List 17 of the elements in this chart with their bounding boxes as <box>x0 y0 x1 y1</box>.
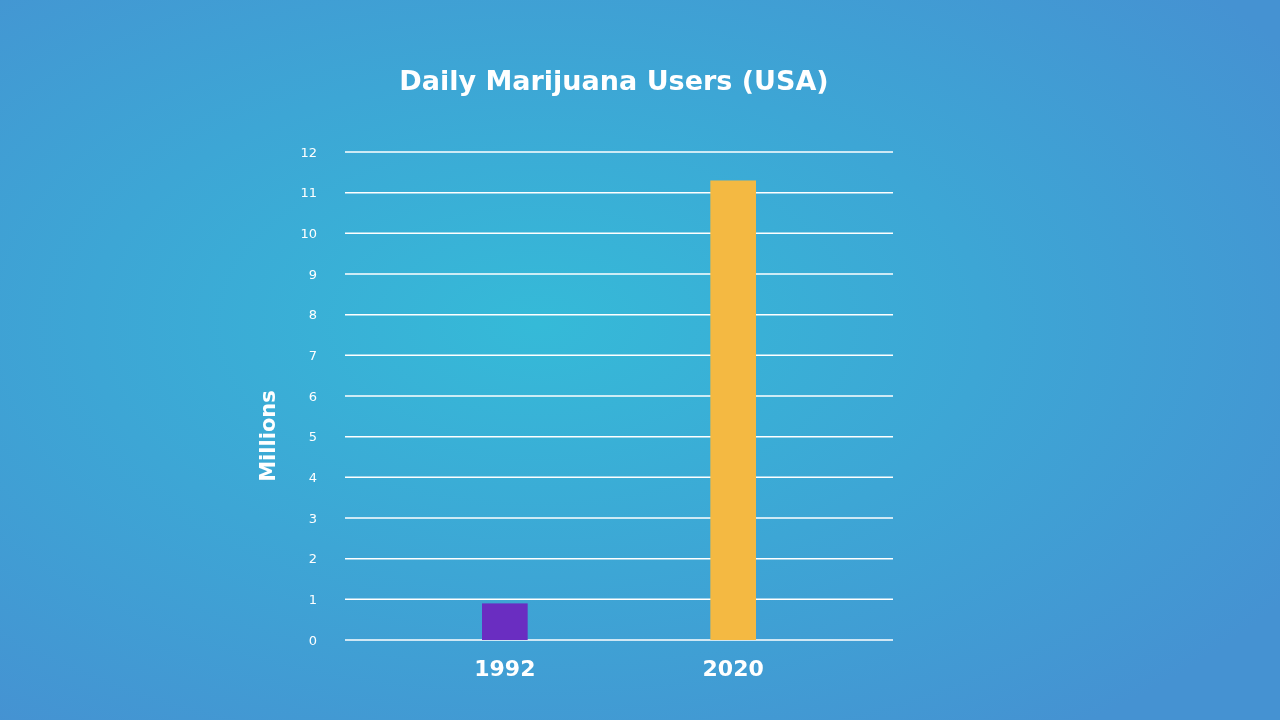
y-tick-label: 1 <box>308 591 317 607</box>
y-tick-label: 0 <box>308 632 317 648</box>
y-tick-label: 12 <box>300 144 317 160</box>
y-tick-label: 8 <box>308 307 317 323</box>
y-tick-label: 4 <box>308 469 317 485</box>
y-tick-label: 7 <box>308 347 317 363</box>
y-axis-title: Millions <box>256 390 280 482</box>
y-tick-label: 3 <box>308 510 317 526</box>
x-tick-label: 2020 <box>702 655 764 681</box>
y-tick-label: 6 <box>308 388 317 404</box>
y-tick-label: 5 <box>308 429 317 445</box>
y-tick-label: 9 <box>308 266 317 282</box>
y-tick-label: 10 <box>300 225 317 241</box>
y-tick-label: 2 <box>308 551 317 567</box>
y-tick-label: 11 <box>300 185 317 201</box>
chart-title: Daily Marijuana Users (USA) <box>399 65 829 96</box>
x-tick-label: 1992 <box>474 655 536 681</box>
